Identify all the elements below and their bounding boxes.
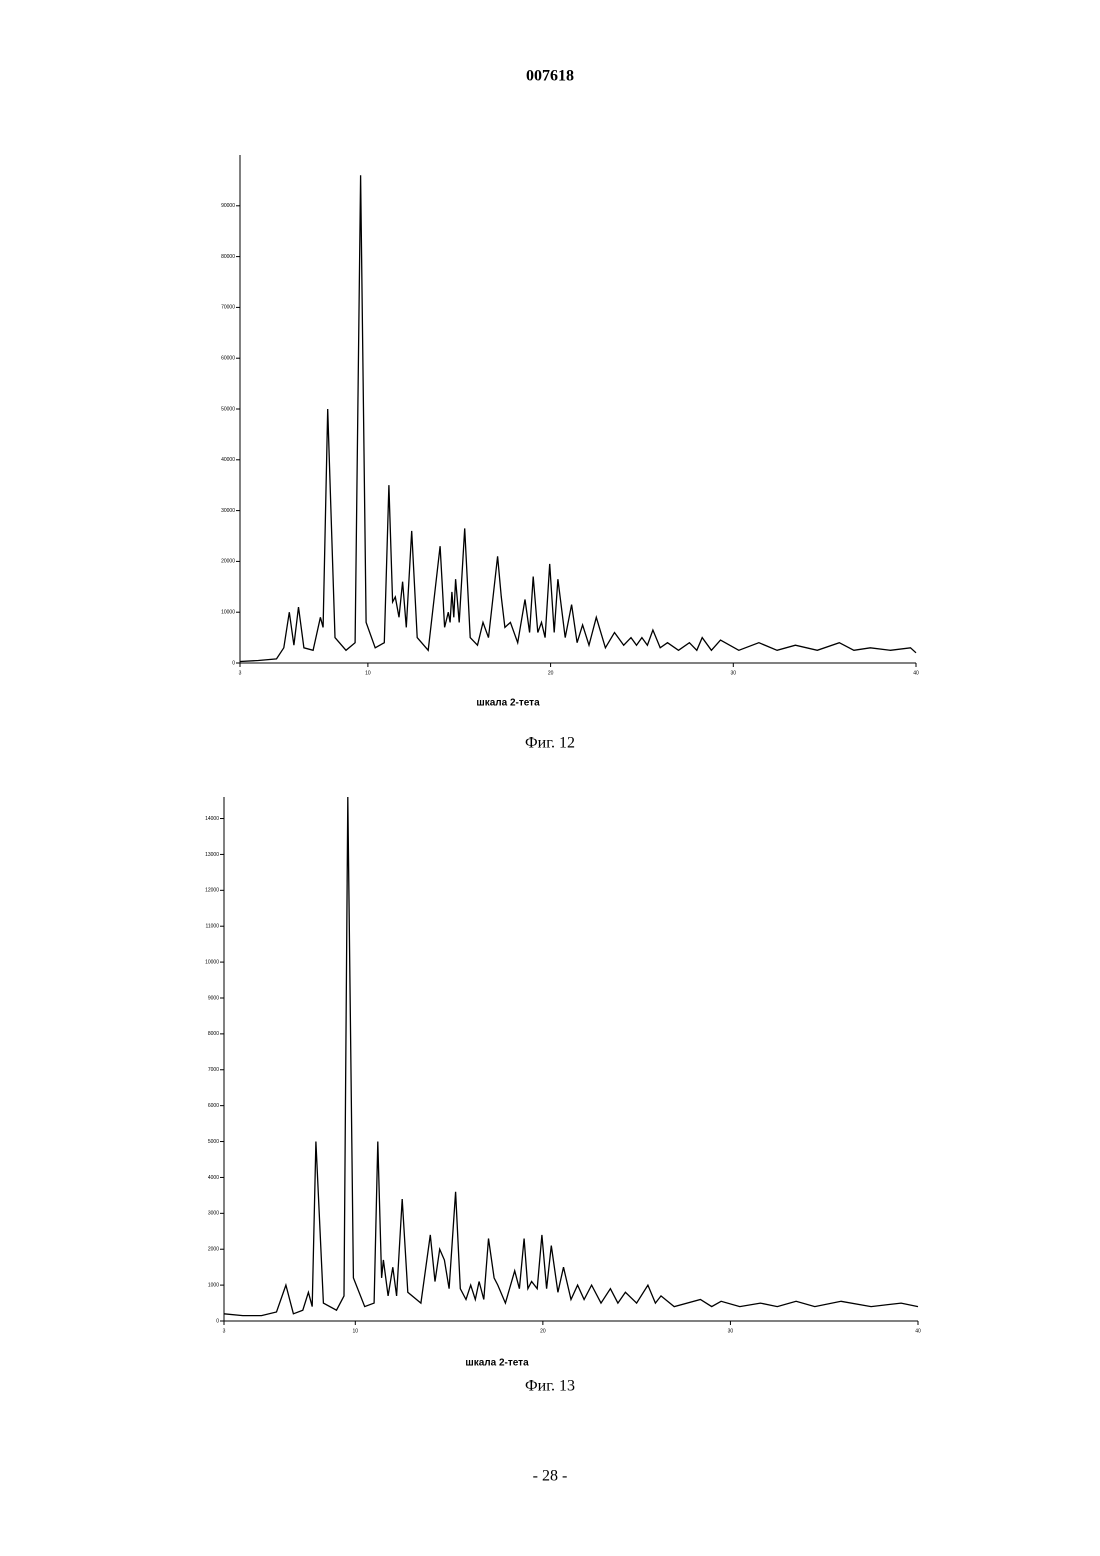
y-tick-label: 90000 xyxy=(221,203,235,209)
x-tick-label: 10 xyxy=(353,1328,359,1334)
y-tick-label: 70000 xyxy=(221,305,235,311)
page-header: 007618 xyxy=(526,68,574,85)
y-tick-label: 2000 xyxy=(208,1247,219,1253)
y-tick-label: 6000 xyxy=(208,1103,219,1109)
y-tick-label: 4000 xyxy=(208,1175,219,1181)
figure-caption: Фиг. 13 xyxy=(525,1378,575,1395)
y-tick-label: 20000 xyxy=(221,559,235,565)
data-line xyxy=(240,175,916,661)
page-number: - 28 - xyxy=(533,1468,568,1485)
x-tick-label: 20 xyxy=(540,1328,546,1334)
y-tick-label: 50000 xyxy=(221,406,235,412)
figure-caption: Фиг. 12 xyxy=(525,735,575,752)
x-tick-label: 3 xyxy=(223,1328,226,1334)
y-tick-label: 14000 xyxy=(205,816,219,822)
x-tick-label: 40 xyxy=(915,1328,921,1334)
x-tick-label: 3 xyxy=(239,670,242,676)
y-tick-label: 7000 xyxy=(208,1067,219,1073)
x-axis-label: шкала 2-тета xyxy=(465,1358,529,1369)
y-tick-label: 3000 xyxy=(208,1211,219,1217)
y-tick-label: 9000 xyxy=(208,995,219,1001)
y-tick-label: 1000 xyxy=(208,1282,219,1288)
y-tick-label: 13000 xyxy=(205,852,219,858)
x-tick-label: 10 xyxy=(365,670,371,676)
y-tick-label: 8000 xyxy=(208,1031,219,1037)
page: 007618 - 28 - 01000020000300004000050000… xyxy=(0,0,1100,1556)
y-tick-label: 5000 xyxy=(208,1139,219,1145)
x-tick-label: 40 xyxy=(913,670,919,676)
y-tick-label: 0 xyxy=(232,660,235,666)
data-line xyxy=(224,797,918,1316)
y-tick-label: 60000 xyxy=(221,356,235,362)
y-tick-label: 10000 xyxy=(221,610,235,616)
x-axis-label: шкала 2-тета xyxy=(476,698,540,709)
y-tick-label: 11000 xyxy=(205,924,219,930)
x-tick-label: 30 xyxy=(731,670,737,676)
x-tick-label: 30 xyxy=(728,1328,734,1334)
x-tick-label: 20 xyxy=(548,670,554,676)
y-tick-label: 10000 xyxy=(205,959,219,965)
y-tick-label: 40000 xyxy=(221,457,235,463)
y-tick-label: 12000 xyxy=(205,888,219,894)
y-tick-label: 80000 xyxy=(221,254,235,260)
y-tick-label: 30000 xyxy=(221,508,235,514)
y-tick-label: 0 xyxy=(216,1318,219,1324)
